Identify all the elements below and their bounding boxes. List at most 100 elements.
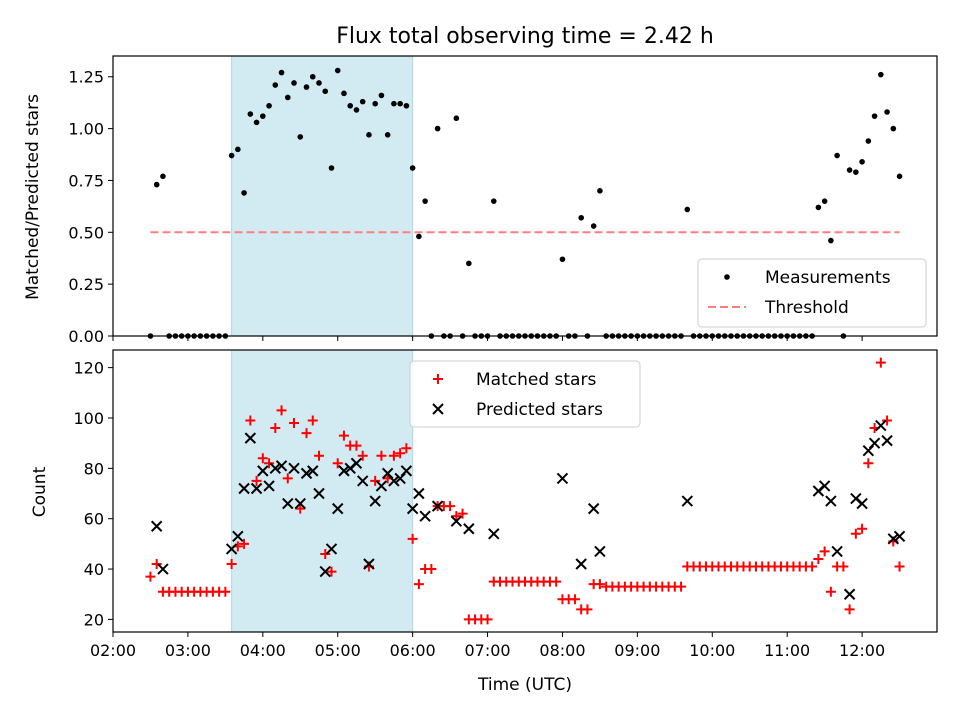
predicted-point (843, 588, 856, 600)
top-y-tick-label: 1.00 (68, 120, 104, 139)
measurement-point (266, 102, 272, 109)
matched-point (251, 475, 262, 486)
matched-point (838, 561, 849, 572)
predicted-point (893, 530, 906, 543)
matched-point (301, 428, 312, 439)
predicted-point (450, 515, 463, 527)
predicted-point (332, 502, 344, 515)
predicted-point (388, 475, 400, 487)
top-y-tick-label: 0.25 (68, 275, 104, 294)
top-legend: Measurements Threshold (697, 258, 927, 328)
measurement-point (453, 115, 460, 122)
measurement-point (378, 92, 385, 99)
matched-point (257, 453, 268, 464)
bottom-y-tick-label: 60 (84, 510, 104, 529)
predicted-point (681, 495, 694, 507)
matched-point (351, 440, 362, 451)
measurement-point (359, 98, 366, 105)
matched-point (282, 473, 293, 484)
measurement-point (828, 237, 834, 244)
legend-matched-marker (433, 374, 443, 384)
measurement-point (291, 80, 297, 86)
predicted-point (587, 502, 600, 515)
measurement-point (347, 102, 354, 109)
predicted-point (488, 528, 500, 540)
matched-point (451, 511, 462, 522)
predicted-point (350, 457, 363, 470)
matched-point (226, 559, 237, 570)
matched-point (445, 501, 456, 512)
predicted-point (232, 530, 244, 543)
measurement-point (846, 167, 853, 173)
measurement-point (328, 165, 335, 171)
measurement-point (590, 223, 597, 229)
legend-measurement-marker (724, 274, 730, 280)
measurement-point (865, 138, 872, 144)
measurement-point (578, 214, 584, 221)
predicted-point (238, 482, 250, 495)
matched-point (882, 415, 893, 426)
measurement-point (384, 132, 391, 138)
legend-measurements-label: Measurements (765, 268, 891, 288)
predicted-point (157, 563, 169, 575)
predicted-point (282, 497, 294, 510)
measurement-point (834, 152, 840, 159)
matched-point (844, 604, 855, 615)
bottom-y-axis-label: Count (30, 466, 50, 517)
measurement-point (297, 134, 304, 140)
measurement-point (466, 260, 472, 267)
measurement-point (341, 90, 347, 97)
measurement-point (316, 80, 322, 86)
matched-point (357, 450, 368, 461)
measurement-point (235, 146, 241, 153)
x-tick-label: 03:00 (165, 641, 211, 660)
predicted-point (375, 480, 388, 492)
matched-point (388, 450, 399, 461)
x-tick-label: 04:00 (240, 641, 286, 660)
measurement-point (559, 256, 566, 263)
matched-point (457, 508, 468, 519)
matched-point (314, 450, 324, 461)
legend-threshold-label: Threshold (764, 298, 849, 318)
matched-point (819, 546, 830, 557)
measurement-point (815, 204, 822, 211)
top-series-1 (147, 67, 903, 339)
matched-point (245, 415, 256, 426)
bottom-y-tick-label: 120 (73, 359, 104, 378)
x-tick-label: 09:00 (614, 641, 660, 660)
predicted-point (556, 472, 569, 485)
x-tick-label: 06:00 (390, 641, 436, 660)
matched-point (594, 579, 605, 590)
top-y-tick-label: 0.75 (68, 171, 104, 190)
matched-point (270, 423, 281, 434)
measurement-point (353, 107, 360, 113)
measurement-point (397, 100, 403, 107)
top-y-tick-label: 0.00 (68, 327, 104, 346)
x-tick-label: 12:00 (839, 641, 885, 660)
predicted-point (338, 465, 350, 477)
measurement-point (160, 173, 166, 180)
matched-point (807, 561, 818, 572)
predicted-point (575, 558, 587, 570)
matched-point (407, 533, 418, 544)
matched-point (332, 458, 343, 469)
matched-point (289, 418, 300, 429)
bottom-series-2 (150, 419, 906, 600)
measurement-point (597, 188, 603, 194)
measurement-point (247, 111, 254, 117)
top-y-tick-label: 1.25 (68, 68, 104, 87)
measurement-point (422, 198, 428, 204)
matched-point (239, 538, 250, 549)
predicted-point (300, 467, 313, 480)
predicted-point (413, 487, 425, 500)
predicted-point (825, 495, 837, 507)
predicted-point (319, 565, 331, 578)
matched-point (151, 559, 162, 570)
top-axes-frame (112, 55, 938, 337)
top-observing-span (231, 55, 414, 337)
measurement-point (409, 165, 416, 171)
measurement-point (241, 190, 247, 196)
measurement-point (684, 206, 691, 213)
bottom-legend: Matched stars Predicted stars (409, 360, 641, 428)
x-tick-label: 11:00 (764, 641, 810, 660)
